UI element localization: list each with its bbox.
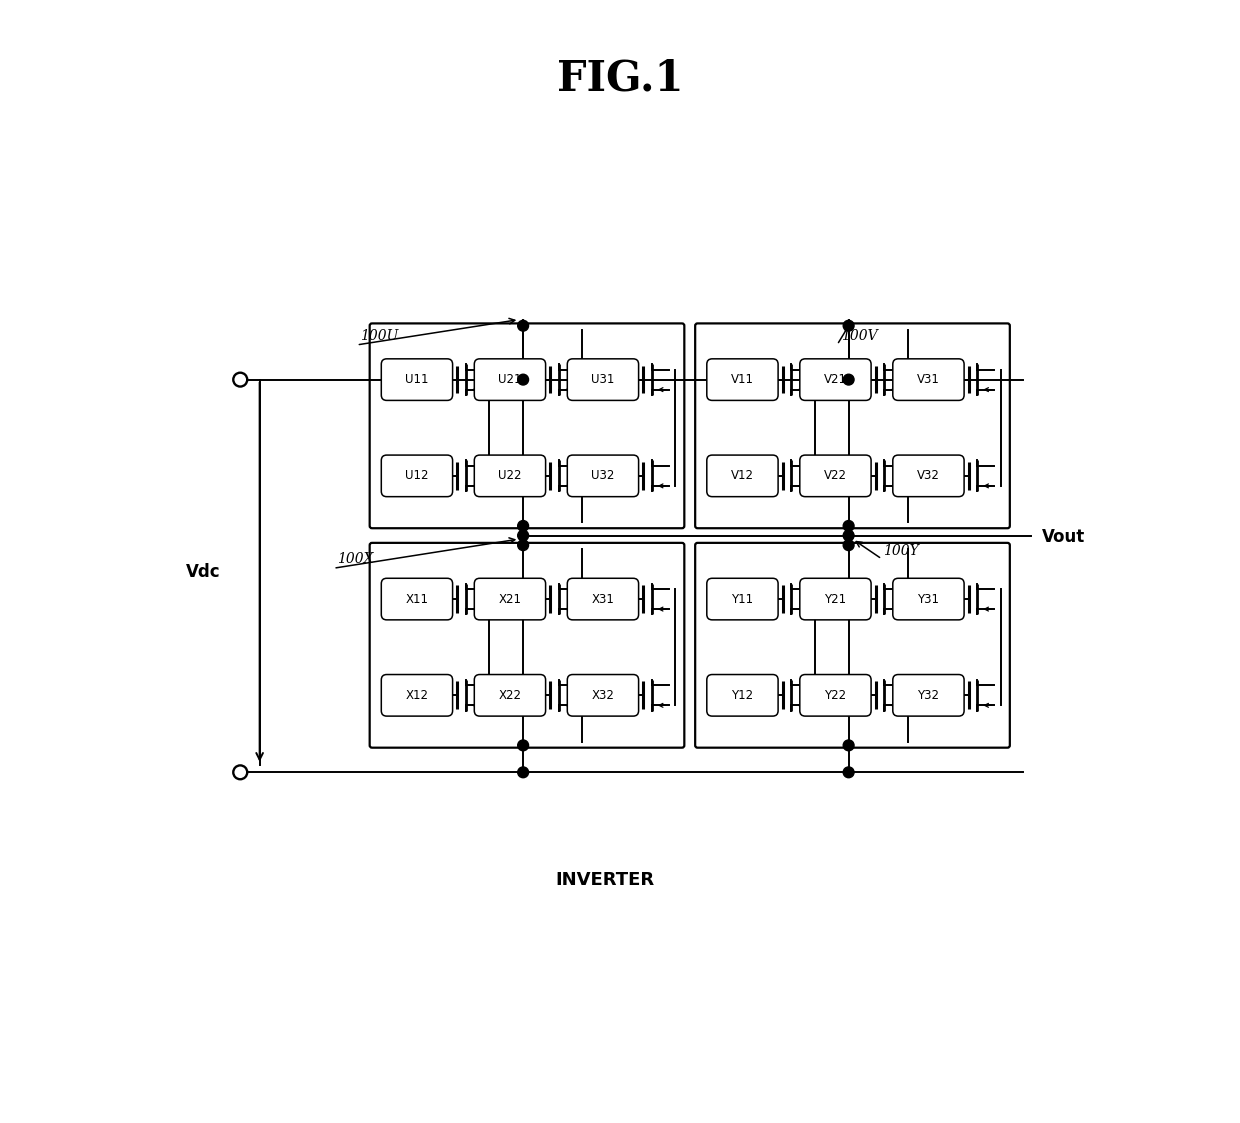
Text: X12: X12 (405, 688, 429, 702)
FancyBboxPatch shape (474, 675, 546, 716)
Text: V32: V32 (918, 469, 940, 483)
Text: U22: U22 (498, 469, 522, 483)
FancyBboxPatch shape (707, 578, 779, 620)
Text: 100X: 100X (337, 553, 373, 566)
FancyBboxPatch shape (696, 542, 1009, 748)
Text: V12: V12 (730, 469, 754, 483)
FancyBboxPatch shape (707, 675, 779, 716)
FancyBboxPatch shape (474, 359, 546, 401)
FancyBboxPatch shape (893, 359, 965, 401)
Text: FIG.1: FIG.1 (557, 57, 683, 100)
Text: U31: U31 (591, 373, 615, 386)
Circle shape (843, 540, 854, 550)
Text: X22: X22 (498, 688, 522, 702)
FancyBboxPatch shape (696, 323, 1009, 528)
FancyBboxPatch shape (893, 455, 965, 496)
FancyBboxPatch shape (800, 455, 870, 496)
FancyBboxPatch shape (893, 675, 965, 716)
FancyBboxPatch shape (800, 359, 870, 401)
Text: V21: V21 (823, 373, 847, 386)
Circle shape (843, 521, 854, 531)
Circle shape (843, 767, 854, 778)
FancyBboxPatch shape (567, 359, 639, 401)
Circle shape (843, 530, 854, 541)
Text: X31: X31 (591, 593, 614, 605)
FancyBboxPatch shape (567, 455, 639, 496)
FancyBboxPatch shape (381, 455, 453, 496)
Text: Y21: Y21 (825, 593, 847, 605)
Text: Y32: Y32 (918, 688, 940, 702)
Text: Y31: Y31 (918, 593, 940, 605)
Circle shape (518, 374, 528, 385)
FancyBboxPatch shape (800, 578, 870, 620)
FancyBboxPatch shape (567, 675, 639, 716)
Circle shape (518, 540, 528, 550)
Circle shape (518, 740, 528, 751)
Text: X32: X32 (591, 688, 614, 702)
Text: U21: U21 (498, 373, 522, 386)
Text: 100V: 100V (841, 329, 878, 343)
FancyBboxPatch shape (474, 455, 546, 496)
FancyBboxPatch shape (567, 578, 639, 620)
Text: U11: U11 (405, 373, 429, 386)
FancyBboxPatch shape (474, 578, 546, 620)
FancyBboxPatch shape (800, 675, 870, 716)
Text: Vdc: Vdc (186, 563, 221, 581)
Text: V11: V11 (730, 373, 754, 386)
Text: INVERTER: INVERTER (556, 871, 653, 889)
Circle shape (518, 767, 528, 778)
Text: Y22: Y22 (825, 688, 847, 702)
Circle shape (843, 740, 854, 751)
FancyBboxPatch shape (370, 323, 684, 528)
FancyBboxPatch shape (370, 542, 684, 748)
FancyBboxPatch shape (893, 578, 965, 620)
Text: X11: X11 (405, 593, 429, 605)
FancyBboxPatch shape (381, 675, 453, 716)
Text: U12: U12 (405, 469, 429, 483)
Text: 100U: 100U (361, 329, 399, 343)
FancyBboxPatch shape (381, 578, 453, 620)
Text: X21: X21 (498, 593, 522, 605)
Circle shape (518, 320, 528, 331)
FancyBboxPatch shape (381, 359, 453, 401)
Text: 100Y: 100Y (883, 545, 919, 558)
Circle shape (843, 374, 854, 385)
Text: Vout: Vout (1043, 529, 1086, 547)
Circle shape (518, 521, 528, 531)
Circle shape (518, 530, 528, 541)
Circle shape (843, 320, 854, 331)
FancyBboxPatch shape (707, 359, 779, 401)
Text: Y12: Y12 (732, 688, 754, 702)
FancyBboxPatch shape (707, 455, 779, 496)
Text: V31: V31 (918, 373, 940, 386)
Text: Y11: Y11 (732, 593, 754, 605)
Text: U32: U32 (591, 469, 615, 483)
Text: V22: V22 (823, 469, 847, 483)
